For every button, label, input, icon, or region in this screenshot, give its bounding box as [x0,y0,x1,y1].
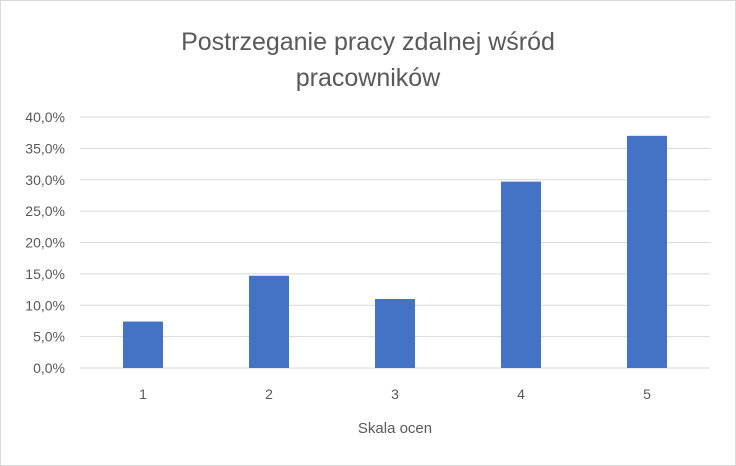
y-tick-label: 0,0% [33,360,65,376]
bars [123,135,667,368]
bar-1 [123,321,163,368]
chart-title-line-2: pracowników [295,64,441,92]
y-tick-label: 25,0% [25,203,65,219]
chart-title: Postrzeganie pracy zdalnej wśród pracown… [118,24,618,96]
y-tick-label: 35,0% [25,140,65,156]
y-tick-label: 5,0% [33,329,65,345]
y-tick-label: 20,0% [25,235,65,251]
y-axis-tick-labels: 0,0% 5,0% 10,0% 15,0% 20,0% 25,0% 30,0% 35,0% 40… [25,109,65,376]
bar-2 [249,275,289,368]
x-tick-label: 3 [391,386,399,402]
bar-3 [375,298,415,368]
x-axis-title: Skala ocen [358,420,432,437]
chart-title-line-1: Postrzeganie pracy zdalnej wśród [181,28,555,56]
bar-5 [627,135,667,368]
x-tick-label: 2 [265,386,273,402]
y-tick-label: 10,0% [25,297,65,313]
x-tick-label: 4 [517,386,525,402]
y-tick-label: 30,0% [25,172,65,188]
y-tick-label: 15,0% [25,266,65,282]
bar-4 [501,181,541,368]
x-tick-label: 5 [643,386,651,402]
x-tick-label: 1 [139,386,147,402]
x-axis-tick-labels: 1 2 3 4 5 [139,386,651,402]
y-tick-label: 40,0% [25,109,65,125]
